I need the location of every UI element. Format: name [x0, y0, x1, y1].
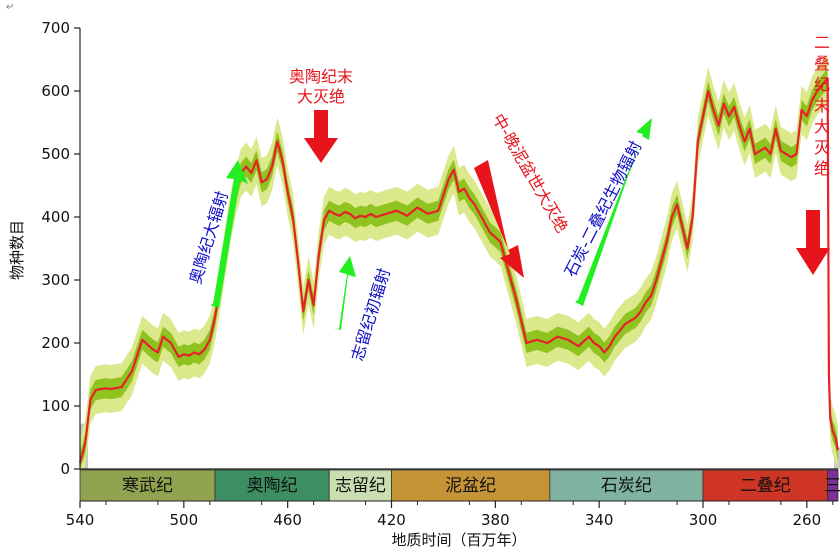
period-label-1: 奥陶纪 [247, 476, 298, 496]
confidence-bands [80, 54, 838, 470]
y-tick-label-1: 100 [41, 397, 70, 415]
x-tick-label-5: 340 [585, 511, 614, 529]
y-tick-label-2: 200 [41, 334, 70, 352]
x-tick-label-1: 500 [170, 511, 199, 529]
corner-return-mark: ↵ [6, 2, 15, 13]
chart-axes [79, 28, 838, 502]
carboniferous-permian-radiation-label: 石炭-二叠纪生物辐射 [561, 138, 646, 280]
y-tick-label-3: 300 [41, 271, 70, 289]
end-permian-extinction-arrow [796, 210, 830, 275]
late-ordovician-extinction-arrow [304, 110, 338, 163]
inner-confidence-band [80, 68, 838, 469]
y-tick-label-7: 700 [41, 19, 70, 37]
y-tick-label-4: 400 [41, 208, 70, 226]
end-permian-label-char-1: 叠 [814, 54, 830, 73]
trend-arrows [210, 110, 830, 330]
annotation-labels: 奥陶纪末 大灭绝 奥陶纪大辐射 志留纪初辐射 中-晚泥盆世大灭绝 石炭-二叠纪生… [186, 33, 830, 363]
period-label-5: 二叠纪 [740, 476, 791, 496]
period-block-1 [214, 469, 330, 502]
x-tick-label-4: 380 [481, 511, 510, 529]
x-tick-label-3: 420 [377, 511, 406, 529]
late-ordovician-extinction-label-line2: 大灭绝 [297, 87, 345, 106]
devonian-extinction-label: 中-晚泥盆世大灭绝 [489, 111, 572, 236]
x-axis-title: 地质时间（百万年） [391, 531, 526, 549]
outer-confidence-band [80, 54, 838, 470]
period-label-6: 三 [824, 476, 840, 496]
x-tick-label-6: 300 [689, 511, 718, 529]
devonian-extinction-arrow [474, 160, 524, 278]
period-label-2: 志留纪 [335, 476, 386, 496]
period-label-3: 泥盆纪 [445, 476, 496, 496]
carboniferous-permian-radiation-arrow [575, 118, 652, 306]
late-ordovician-extinction-label-line1: 奥陶纪末 [289, 67, 353, 86]
end-permian-label-char-5: 灭 [814, 138, 830, 157]
y-tick-label-6: 600 [41, 82, 70, 100]
x-tick-label-2: 460 [273, 511, 302, 529]
y-axis-title: 物种数目 [8, 220, 26, 280]
ordovician-radiation-arrow [210, 160, 248, 308]
period-label-0: 寒武纪 [122, 476, 173, 496]
end-permian-label-char-3: 末 [814, 96, 830, 115]
axis-ticks: 0 100 200 300 400 500 600 700 540 500 460 420 380 340… [41, 19, 834, 529]
x-tick-label-0: 540 [66, 511, 95, 529]
end-permian-label-char-6: 绝 [814, 159, 830, 178]
y-tick-label-5: 500 [41, 145, 70, 163]
geologic-period-bar: 寒武纪 奥陶纪 志留纪 泥盆纪 石炭纪 二叠纪 三 [79, 423, 840, 502]
end-permian-label-char-4: 大 [814, 117, 830, 136]
end-permian-label-char-2: 纪 [814, 75, 830, 94]
period-label-4: 石炭纪 [601, 476, 652, 496]
silurian-radiation-arrow [333, 256, 356, 330]
silurian-radiation-label: 志留纪初辐射 [348, 266, 394, 363]
x-tick-label-7: 260 [793, 511, 822, 529]
y-tick-label-0: 0 [60, 460, 70, 478]
end-permian-label-char-0: 二 [814, 33, 830, 52]
